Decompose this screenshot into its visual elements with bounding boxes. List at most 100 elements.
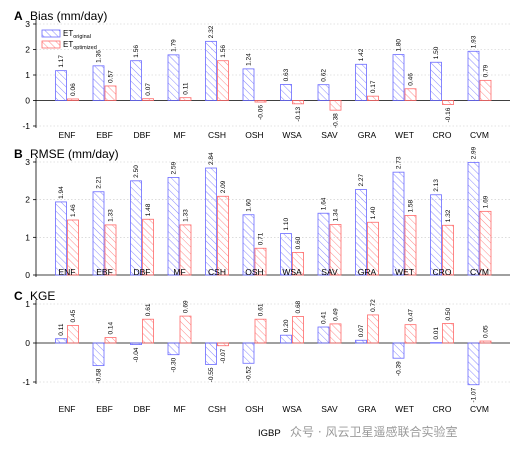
data-label-original: -0.04 xyxy=(133,347,140,362)
bar-original-cvm xyxy=(467,161,480,276)
bar-optimized-csh xyxy=(217,60,229,101)
data-label-original: 2.99 xyxy=(471,146,478,159)
data-label-original: 1.80 xyxy=(396,39,403,52)
bar-optimized-cro xyxy=(442,224,454,276)
bar-optimized-cvm xyxy=(479,79,492,101)
watermark: 众号 · 风云卫星遥感联合实验室 xyxy=(290,424,457,439)
x-tick-label: OSH xyxy=(245,267,263,277)
y-tick-label: -1 xyxy=(22,377,30,387)
data-label-optimized: 1.69 xyxy=(483,195,490,208)
panel-b: B RMSE (mm/day) 0 1 2 3 1.94 1.46 ENF 2.21 1.33 EBF… xyxy=(14,146,510,280)
data-label-optimized: 1.33 xyxy=(183,209,190,222)
bar-optimized-wsa xyxy=(292,251,304,276)
data-label-original: -0.30 xyxy=(171,357,178,372)
bar-optimized-osh xyxy=(254,318,267,344)
data-label-optimized: 1.58 xyxy=(408,199,415,212)
x-tick-label: DBF xyxy=(134,267,151,277)
data-label-optimized: 0.46 xyxy=(408,73,415,86)
data-label-optimized: 1.32 xyxy=(445,209,452,222)
data-label-optimized: 0.45 xyxy=(70,309,77,322)
bar-original-cro xyxy=(430,61,442,101)
data-label-original: -0.55 xyxy=(208,367,215,382)
bar-optimized-sav xyxy=(329,100,342,111)
bar-original-mf xyxy=(167,342,180,356)
bar-optimized-wet xyxy=(404,88,417,101)
x-axis-label: IGBP xyxy=(258,428,281,439)
data-label-original: 0.63 xyxy=(283,68,290,81)
panel-title: Bias (mm/day) xyxy=(30,9,107,23)
data-label-original: 2.59 xyxy=(171,161,178,174)
data-label-optimized: 0.61 xyxy=(145,303,152,316)
bar-original-sav xyxy=(317,212,330,276)
data-label-optimized: 1.40 xyxy=(370,206,377,219)
data-label-optimized: -0.07 xyxy=(220,348,227,363)
y-tick-label: 1 xyxy=(25,70,30,80)
y-tick-label: -1 xyxy=(22,121,30,131)
x-tick-label: OSH xyxy=(245,404,263,414)
x-tick-label: SAV xyxy=(321,267,338,277)
x-tick-label: CSH xyxy=(208,404,226,414)
data-label-original: 2.21 xyxy=(96,176,103,189)
data-label-optimized: -0.38 xyxy=(333,113,340,128)
data-label-optimized: 0.68 xyxy=(295,300,302,313)
x-tick-label: OSH xyxy=(245,130,263,140)
bar-original-wsa xyxy=(280,233,292,276)
legend-swatch-optimized xyxy=(41,40,61,49)
x-tick-label: GRA xyxy=(358,130,377,140)
panel-a: A Bias (mm/day) -1 0 1 2 3 1.17 0.06 ENF 1.36 0.57 E… xyxy=(14,9,510,140)
data-label-optimized: 0.14 xyxy=(108,322,115,335)
legend-swatch-original xyxy=(41,29,61,38)
x-tick-label: EBF xyxy=(96,267,113,277)
data-label-original: 1.64 xyxy=(321,197,328,210)
x-tick-label: MF xyxy=(173,130,185,140)
data-label-original: 1.10 xyxy=(283,218,290,231)
data-label-original: -0.58 xyxy=(96,368,103,383)
data-label-optimized: -0.16 xyxy=(445,107,452,122)
data-label-original: 1.79 xyxy=(171,39,178,52)
data-label-original: 2.27 xyxy=(358,173,365,186)
bar-original-ebf xyxy=(92,342,105,367)
bar-original-cvm xyxy=(467,50,480,101)
bar-optimized-ebf xyxy=(104,337,117,344)
panel-title: RMSE (mm/day) xyxy=(30,147,119,161)
x-tick-label: EBF xyxy=(96,404,113,414)
data-label-optimized: -0.13 xyxy=(295,106,302,121)
x-tick-label: DBF xyxy=(134,404,151,414)
data-label-original: 1.56 xyxy=(133,45,140,58)
x-tick-label: ENF xyxy=(59,404,76,414)
data-label-optimized: 0.79 xyxy=(483,64,490,77)
data-label-optimized: 0.60 xyxy=(295,236,302,249)
bar-optimized-mf xyxy=(179,315,192,344)
bar-original-gra xyxy=(355,189,367,276)
data-label-original: 1.17 xyxy=(58,55,65,68)
data-label-optimized: 2.09 xyxy=(220,180,227,193)
bar-optimized-gra xyxy=(367,314,379,344)
bar-optimized-wet xyxy=(404,324,417,344)
bar-original-osh xyxy=(242,342,255,364)
x-tick-label: WSA xyxy=(282,267,302,277)
bar-optimized-wet xyxy=(404,215,417,276)
bar-optimized-ebf xyxy=(104,85,117,101)
x-tick-label: WSA xyxy=(282,404,302,414)
data-label-original: 1.94 xyxy=(58,186,65,199)
bar-original-sav xyxy=(317,326,330,344)
x-tick-label: DBF xyxy=(134,130,151,140)
bar-original-osh xyxy=(242,68,255,101)
y-tick-label: 2 xyxy=(25,195,30,205)
data-label-optimized: 0.17 xyxy=(370,80,377,93)
y-tick-label: 1 xyxy=(25,232,30,242)
bar-optimized-mf xyxy=(179,224,192,276)
bar-original-sav xyxy=(317,84,330,101)
panel-title: KGE xyxy=(30,289,55,303)
data-label-original: 2.84 xyxy=(208,152,215,165)
data-label-optimized: 1.46 xyxy=(70,204,77,217)
bar-original-osh xyxy=(242,214,255,276)
bar-optimized-gra xyxy=(367,95,379,101)
data-label-optimized: 1.34 xyxy=(333,208,340,221)
bar-original-wsa xyxy=(280,334,292,344)
data-label-optimized: -0.06 xyxy=(258,105,265,120)
x-tick-label: CRO xyxy=(433,130,452,140)
x-tick-label: GRA xyxy=(358,404,377,414)
bar-optimized-gra xyxy=(367,221,379,276)
y-tick-label: 1 xyxy=(25,299,30,309)
